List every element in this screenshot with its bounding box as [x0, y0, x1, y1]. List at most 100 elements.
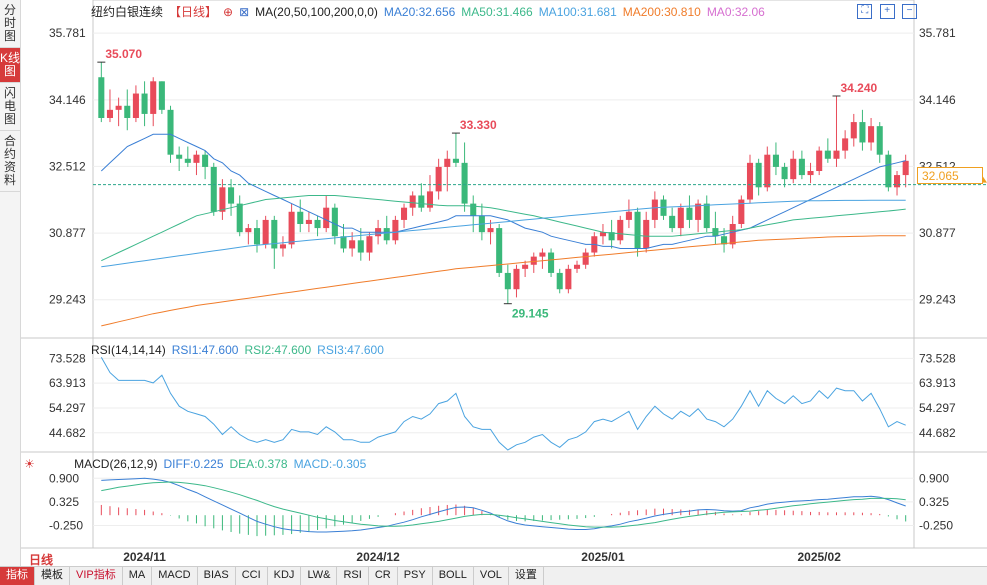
candle-body: [530, 256, 537, 265]
macd-tick-right: 0.900: [919, 471, 949, 485]
toolbar-item[interactable]: VIP指标: [70, 567, 123, 585]
candle-body: [781, 166, 788, 180]
chart-controls: ⛶ + −: [853, 2, 917, 19]
toolbar-item[interactable]: CR: [369, 567, 398, 585]
toolbar-item[interactable]: RSI: [337, 567, 369, 585]
toolbar-item[interactable]: LW&: [301, 567, 338, 585]
indicator-icon[interactable]: ⊠: [239, 5, 250, 19]
candle-body: [141, 93, 148, 114]
candle-body: [314, 219, 321, 229]
chart-canvas[interactable]: 35.78135.78134.14634.14632.51232.51230.8…: [21, 0, 987, 566]
candle-body: [729, 224, 736, 245]
toolbar-item[interactable]: KDJ: [268, 567, 302, 585]
sidebar-tab-2[interactable]: 闪电图: [0, 83, 20, 131]
candle-body: [150, 81, 157, 114]
price-tick-left: 29.243: [49, 293, 86, 307]
chart-area: 35.78135.78134.14634.14632.51232.51230.8…: [21, 0, 987, 566]
toolbar-item[interactable]: BIAS: [198, 567, 236, 585]
candle-body: [893, 175, 901, 188]
rsi-tick-left: 73.528: [49, 351, 86, 365]
candle-body: [496, 228, 503, 273]
candle-body: [305, 219, 312, 224]
candle-body: [746, 162, 754, 200]
candle-body: [738, 199, 745, 224]
current-price-tag: 32.065: [917, 167, 983, 184]
rsi-tick-left: 54.297: [49, 401, 86, 415]
toolbar-item[interactable]: MACD: [152, 567, 198, 585]
candle-body: [513, 268, 520, 290]
price-tick-left: 32.512: [49, 159, 86, 173]
candle-body: [323, 207, 330, 229]
candle-body: [236, 203, 243, 233]
candle-body: [210, 166, 217, 212]
sidebar-tab-3[interactable]: 合约资料: [0, 131, 20, 192]
candle-body: [651, 199, 658, 220]
zoom-in-icon[interactable]: +: [879, 4, 895, 19]
price-tick-right: 29.243: [919, 293, 956, 307]
candle-body: [850, 122, 857, 139]
toolbar-item[interactable]: PSY: [398, 567, 433, 585]
candle-body: [219, 187, 226, 212]
candle-body: [184, 158, 191, 163]
candle-body: [202, 154, 209, 167]
macd-value: DIFF:0.225: [163, 457, 224, 471]
candle-body: [98, 77, 105, 118]
price-tick-right: 35.781: [919, 26, 956, 40]
candle-body: [677, 207, 684, 229]
price-tick-right: 34.146: [919, 93, 956, 107]
period-tag[interactable]: 【日线】: [169, 5, 218, 19]
candle-body: [409, 195, 416, 208]
candle-body: [435, 166, 442, 192]
candle-body: [228, 187, 235, 204]
rsi-tick-left: 63.913: [49, 376, 86, 390]
extreme-label: 33.330: [460, 118, 497, 132]
candle-body: [115, 105, 122, 110]
candle-body: [764, 154, 771, 188]
period-bar[interactable]: 日线: [21, 549, 91, 567]
rsi-tick-right: 54.297: [919, 401, 956, 415]
zoom-out-icon[interactable]: −: [902, 4, 917, 19]
sidebar: 分时图 K线图 闪电图 合约资料: [0, 0, 21, 566]
candle-body: [487, 228, 494, 233]
candle-body: [816, 150, 823, 171]
candle-body: [392, 219, 399, 241]
candle-body: [807, 171, 814, 176]
macd-tick-left: 0.900: [49, 471, 79, 485]
candle-body: [548, 252, 555, 273]
toolbar-item[interactable]: VOL: [474, 567, 509, 585]
candle-body: [634, 211, 641, 249]
macd-value: MACD:-0.305: [293, 457, 367, 471]
toolbar-item[interactable]: 模板: [35, 567, 70, 585]
macd-tick-right: -0.250: [919, 518, 953, 532]
instrument-name: 纽约白银连续: [91, 5, 164, 19]
ma-line-ma100: [101, 199, 906, 268]
sidebar-tab-1[interactable]: K线图: [0, 48, 20, 83]
macd-tick-left: 0.325: [49, 495, 79, 509]
sidebar-tab-0[interactable]: 分时图: [0, 0, 20, 48]
toolbar-item[interactable]: 设置: [509, 567, 544, 585]
gear-icon[interactable]: ☀: [24, 457, 35, 471]
candle-body: [271, 219, 278, 249]
ma-line-ma20: [100, 133, 906, 249]
rsi-label: RSI(14,14,14): [91, 343, 166, 357]
candle-body: [193, 154, 200, 163]
candle-body: [859, 122, 866, 143]
candle-body: [565, 268, 572, 290]
candle-body: [582, 252, 589, 265]
candle-body: [426, 191, 434, 208]
settings-circle-icon[interactable]: ⊕: [223, 5, 234, 19]
candle-body: [366, 236, 373, 253]
toolbar-item[interactable]: BOLL: [433, 567, 474, 585]
price-tick-right: 30.877: [919, 226, 956, 240]
toolbar-item[interactable]: MA: [123, 567, 153, 585]
rsi-tick-right: 44.682: [919, 426, 956, 440]
ma-value: MA20:32.656: [383, 5, 456, 19]
extreme-label: 34.240: [840, 81, 877, 95]
toolbar-item[interactable]: 指标: [0, 567, 35, 585]
ma-label: MA(20,50,100,200,0,0): [255, 5, 378, 19]
toolbar-item[interactable]: CCI: [236, 567, 268, 585]
fullscreen-icon[interactable]: ⛶: [857, 4, 873, 19]
x-tick-label: 2025/01: [581, 550, 625, 564]
candle-body: [721, 236, 728, 245]
candle-body: [418, 195, 425, 208]
